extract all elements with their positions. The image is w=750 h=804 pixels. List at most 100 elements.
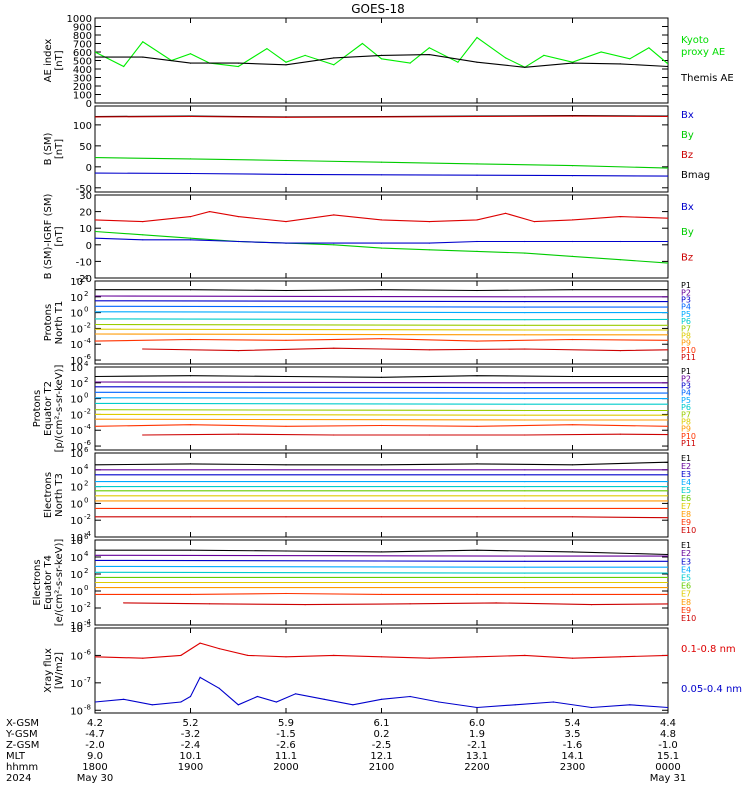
data-point <box>180 701 182 703</box>
legend-entry-e2: E2 <box>681 462 691 471</box>
data-point <box>591 604 593 606</box>
data-point <box>333 242 335 244</box>
y-tick-label: 10 <box>70 536 83 547</box>
data-point <box>189 549 192 551</box>
data-point <box>725 211 726 212</box>
x-axis-tick-label: May 30 <box>77 773 114 784</box>
legend-entry-0-1-0-8-nm: 0.1-0.8 nm <box>681 644 736 655</box>
data-point <box>95 157 96 159</box>
x-axis-tick-label: 12.1 <box>370 751 392 762</box>
data-point <box>189 338 192 341</box>
data-point <box>476 516 478 518</box>
data-point <box>95 559 96 561</box>
data-point <box>524 581 526 584</box>
legend-entry-bz: Bz <box>681 150 693 161</box>
y-axis-label: [e/(cm²-s-sr-keV)] <box>54 539 65 627</box>
data-point <box>380 376 383 378</box>
legend-entry-p9: P9 <box>681 425 691 434</box>
data-point <box>667 175 668 177</box>
data-point <box>237 240 239 243</box>
y-tick-label: 1000 <box>67 14 92 25</box>
data-point <box>189 216 192 218</box>
data-point <box>95 656 96 658</box>
data-point <box>333 64 335 66</box>
y-tick-exponent: 0 <box>84 306 88 314</box>
legend-entry-p2: P2 <box>681 288 691 297</box>
y-tick-label: 10 <box>70 426 83 437</box>
legend-entry-e1: E1 <box>681 541 691 550</box>
series-line-by <box>95 157 668 169</box>
y-tick-label: -10 <box>76 257 92 268</box>
data-point <box>285 64 287 66</box>
data-point <box>380 174 383 176</box>
x-axis-tick-label: 1900 <box>178 762 203 773</box>
x-axis-row-label-2024: 2024 <box>6 773 31 784</box>
data-point <box>476 425 478 427</box>
y-axis-label: Protons <box>43 304 54 341</box>
y-tick-label: 0 <box>86 163 92 174</box>
data-point <box>380 698 383 700</box>
x-axis-tick-label: 3.5 <box>565 729 581 740</box>
data-point <box>524 566 526 568</box>
data-point <box>323 698 325 700</box>
series-line-p2 <box>95 295 668 298</box>
y-tick-label: 800 <box>73 31 92 42</box>
data-point <box>667 217 668 219</box>
series-group <box>95 549 668 606</box>
data-point <box>438 701 440 703</box>
series-line-0-05-0-4-nm <box>95 676 668 709</box>
data-point <box>95 565 96 567</box>
y-tick-exponent: -6 <box>84 439 92 447</box>
data-point <box>667 461 668 463</box>
data-point <box>571 551 574 553</box>
data-point <box>428 242 430 244</box>
data-point <box>571 593 574 596</box>
y-tick-exponent: -4 <box>84 530 92 538</box>
data-point <box>123 602 125 604</box>
legend-entry-bmag: Bmag <box>681 170 710 181</box>
data-point <box>380 116 383 118</box>
legend-entry-themis-ae: Themis AE <box>680 73 734 84</box>
x-axis-tick-label: -1.6 <box>563 740 583 751</box>
data-point <box>285 61 287 63</box>
y-tick-exponent: 0 <box>84 584 88 592</box>
data-point <box>95 571 96 573</box>
data-point <box>95 333 96 335</box>
y-tick-exponent: 4 <box>84 463 89 471</box>
series-line-e1 <box>95 549 668 556</box>
series-line-e10 <box>95 516 668 519</box>
y-tick-exponent: -6 <box>84 648 92 656</box>
data-point <box>285 425 287 427</box>
data-point <box>524 403 526 405</box>
x-axis-tick-label: 0.2 <box>374 729 390 740</box>
data-point <box>696 63 697 64</box>
series-group <box>95 36 697 68</box>
data-point <box>266 48 268 50</box>
y-tick-label: 50 <box>79 142 92 153</box>
y-tick-label: 10 <box>70 651 83 662</box>
data-point <box>476 163 478 165</box>
x-axis-tick-label: 11.1 <box>275 751 297 762</box>
x-axis-tick-label: 4.4 <box>660 718 676 729</box>
data-point <box>333 57 335 59</box>
data-point <box>95 300 96 302</box>
data-point <box>667 425 668 427</box>
data-point <box>95 295 96 297</box>
series-line-p1 <box>95 289 668 292</box>
data-point <box>285 656 287 658</box>
series-line-p11 <box>142 347 668 352</box>
legend-entry-by: By <box>681 130 694 141</box>
data-point <box>524 382 526 384</box>
y-tick-label: 10 <box>70 587 83 598</box>
x-axis-row-label-z-gsm: Z-GSM <box>6 740 39 751</box>
legend-entry-p2: P2 <box>681 374 691 383</box>
data-point <box>285 289 287 292</box>
data-point <box>476 61 478 63</box>
data-point <box>571 175 574 177</box>
y-axis-label: Protons <box>32 390 43 427</box>
data-point <box>380 424 383 427</box>
data-point <box>285 516 287 518</box>
data-point <box>505 57 507 59</box>
